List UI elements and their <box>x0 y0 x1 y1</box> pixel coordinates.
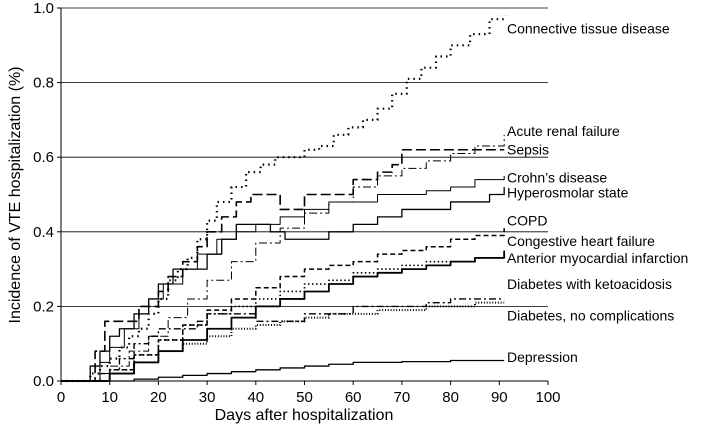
series-line-6 <box>61 250 506 382</box>
series-label-10: Depression <box>507 349 578 365</box>
x-tick-label-10: 100 <box>535 389 560 406</box>
series-line-2 <box>61 148 505 382</box>
series-line-4 <box>61 187 505 382</box>
x-tick-label-0: 0 <box>57 389 65 406</box>
series-line-1 <box>61 134 505 382</box>
y-tick-label-0: 0.0 <box>33 373 54 390</box>
series-lines <box>61 15 506 383</box>
series-labels: Connective tissue disease Acute renal fai… <box>507 21 688 365</box>
x-tick-label-3: 30 <box>199 389 216 406</box>
series-label-2: Sepsis <box>507 142 549 158</box>
series-label-6: Congestive heart failure <box>507 233 655 249</box>
y-tick-label-1: 0.2 <box>33 298 54 315</box>
y-tick-label-5: 1.0 <box>33 0 54 17</box>
y-tick-label-2: 0.4 <box>33 224 54 241</box>
series-label-7: Anterior myocardial infarction <box>507 250 688 266</box>
x-tick-label-2: 20 <box>150 389 167 406</box>
series-line-5 <box>61 228 505 382</box>
series-label-8: Diabetes with ketoacidosis <box>507 276 672 292</box>
x-axis-title: Days after hospitalization <box>215 407 394 424</box>
x-tick-label-8: 80 <box>442 389 459 406</box>
series-label-3: Crohn’s disease <box>507 170 607 186</box>
series-line-8 <box>61 298 505 382</box>
y-tick-labels: 0.0 0.2 0.4 0.6 0.8 1.0 <box>33 0 61 390</box>
series-line-10 <box>61 359 505 382</box>
x-tick-label-1: 10 <box>101 389 118 406</box>
y-tick-label-3: 0.6 <box>33 149 54 166</box>
series-line-3 <box>61 175 505 382</box>
x-tick-label-6: 60 <box>345 389 362 406</box>
series-label-0: Connective tissue disease <box>507 21 670 37</box>
x-tick-label-9: 90 <box>491 389 508 406</box>
x-tick-labels: 0 10 20 30 40 50 60 70 80 90 100 <box>57 381 561 406</box>
x-tick-label-5: 50 <box>296 389 313 406</box>
series-label-1: Acute renal failure <box>507 123 620 139</box>
grid <box>61 7 548 307</box>
series-line-7 <box>61 254 505 382</box>
series-line-0 <box>61 15 506 383</box>
series-label-5: COPD <box>507 213 547 229</box>
y-tick-label-4: 0.8 <box>33 75 54 92</box>
y-axis-title: Incidence of VTE hospitalization (%) <box>7 66 24 323</box>
x-tick-label-7: 70 <box>394 389 411 406</box>
series-label-9: Diabetes, no complications <box>507 308 674 324</box>
series-line-9 <box>61 301 505 382</box>
series-label-4: Hyperosmolar state <box>507 185 629 201</box>
x-tick-label-4: 40 <box>247 389 264 406</box>
